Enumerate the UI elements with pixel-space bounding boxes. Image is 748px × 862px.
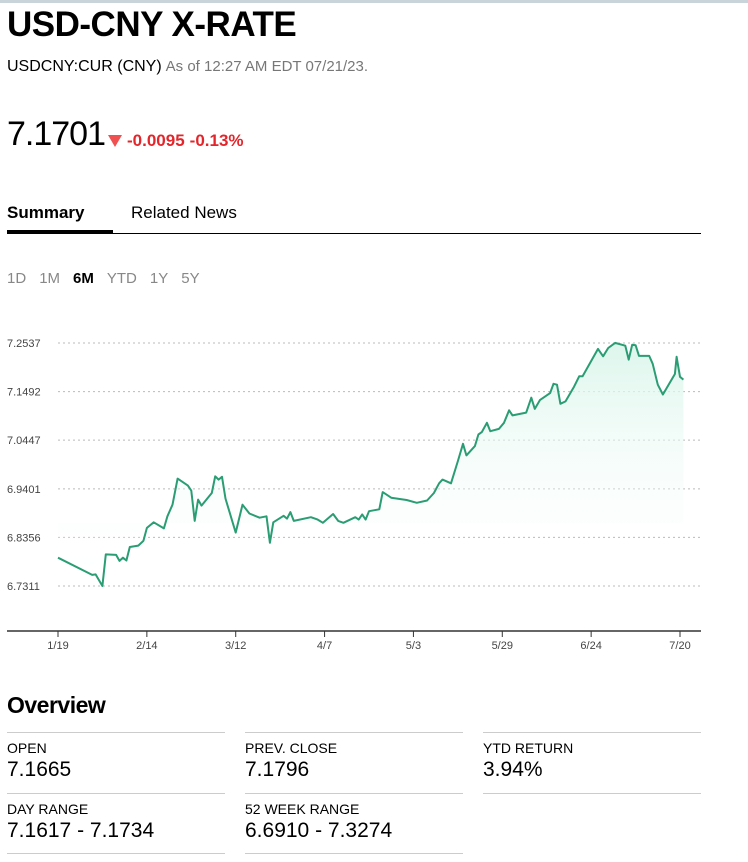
stat-52-week-range: 52 WEEK RANGE 6.6910 - 7.3274 (245, 793, 463, 854)
current-price: 7.1701 (7, 115, 106, 153)
x-tick-label: 5/3 (406, 640, 421, 652)
divider (483, 793, 701, 794)
y-tick-label: 6.9401 (7, 484, 41, 496)
y-tick-label: 7.0447 (7, 435, 41, 447)
stat-label: PREV. CLOSE (245, 740, 338, 756)
stat-value: 7.1796 (245, 758, 310, 781)
range-1y[interactable]: 1Y (149, 270, 169, 287)
stat-day-range: DAY RANGE 7.1617 - 7.1734 (7, 793, 225, 854)
change-percent: -0.13% (189, 131, 244, 150)
chart-line (57, 341, 685, 587)
price-change: -0.0095 -0.13% (108, 131, 244, 151)
y-tick-label: 7.2537 (7, 338, 41, 350)
range-selector: 1D 1M 6M YTD 1Y 5Y (7, 270, 200, 287)
stat-label: 52 WEEK RANGE (245, 801, 360, 817)
divider (7, 853, 225, 854)
page-title: USD-CNY X-RATE (7, 5, 297, 44)
tab-summary[interactable]: Summary (7, 201, 113, 234)
x-tick-label: 6/24 (580, 640, 601, 652)
stat-label: YTD RETURN (483, 740, 574, 756)
change-value: -0.0095 (127, 131, 185, 150)
chart-area-fill (58, 342, 684, 586)
price-chart: 7.2537 7.1492 7.0447 6.9401 6.8356 6.7311 1/1… (7, 338, 701, 652)
x-tick-label: 7/20 (669, 640, 690, 652)
x-tick-label: 3/12 (225, 640, 246, 652)
tab-bar: Summary Related News (7, 201, 701, 234)
x-tick-label: 4/7 (317, 640, 332, 652)
y-tick-label: 6.7311 (7, 581, 40, 593)
range-ytd[interactable]: YTD (106, 270, 137, 287)
stat-value: 6.6910 - 7.3274 (245, 819, 393, 842)
down-arrow-icon (108, 135, 122, 147)
stat-label: DAY RANGE (7, 801, 89, 817)
stat-value: 3.94% (483, 758, 543, 781)
overview-heading: Overview (7, 692, 106, 718)
range-5y[interactable]: 5Y (181, 270, 200, 287)
x-tick-label: 5/29 (492, 640, 513, 652)
stat-label: OPEN (7, 740, 47, 756)
stat-open: OPEN 7.1665 (7, 732, 225, 793)
ticker: USDCNY:CUR (CNY) (7, 58, 162, 75)
y-tick-label: 7.1492 (7, 387, 41, 399)
subtitle: USDCNY:CUR (CNY) As of 12:27 AM EDT 07/21… (7, 58, 368, 76)
range-1m[interactable]: 1M (39, 270, 61, 287)
stat-prev-close: PREV. CLOSE 7.1796 (245, 732, 463, 793)
range-6m[interactable]: 6M (73, 270, 94, 287)
as-of-timestamp: As of 12:27 AM EDT 07/21/23. (165, 58, 369, 75)
y-tick-label: 6.8356 (7, 532, 41, 544)
x-tick-label: 2/14 (136, 640, 157, 652)
divider (245, 853, 463, 854)
stat-value: 7.1617 - 7.1734 (7, 819, 155, 842)
stat-value: 7.1665 (7, 758, 72, 781)
tab-related-news[interactable]: Related News (131, 203, 237, 222)
range-1d[interactable]: 1D (7, 270, 27, 287)
stat-ytd-return: YTD RETURN 3.94% (483, 732, 701, 793)
x-tick-label: 1/19 (47, 640, 68, 652)
